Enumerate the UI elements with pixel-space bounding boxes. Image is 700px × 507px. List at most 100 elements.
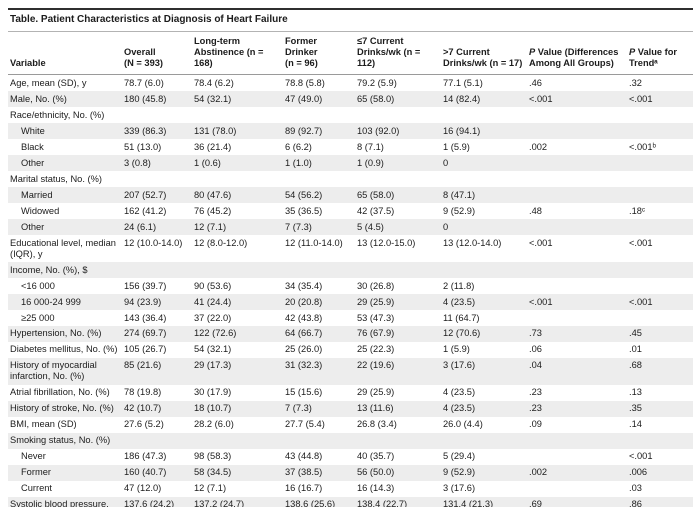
le7-current-drinks-cell: 56 (50.0)	[357, 467, 395, 478]
table-row: Systolic blood pressure, mean (SD), mm H…	[8, 496, 693, 507]
le7-current-drinks-cell: 65 (58.0)	[357, 93, 395, 104]
longterm-abstinence-cell: 137.2 (24.7)	[194, 499, 245, 507]
overall-cell: 160 (40.7)	[124, 467, 167, 478]
overall-cell: 24 (6.1)	[124, 221, 157, 232]
p-value-trend-cell: .13	[629, 387, 642, 398]
p-value-trend-cell: .01	[629, 344, 642, 355]
longterm-abstinence-cell	[192, 171, 283, 187]
p-value-differences-cell	[527, 187, 627, 203]
table-row: Hypertension, No. (%) 274 (69.7) 122 (72.6…	[8, 325, 693, 342]
group-header-row: Income, No. (%), $	[8, 262, 693, 279]
longterm-abstinence-cell: 122 (72.6)	[194, 328, 237, 339]
longterm-abstinence-cell: 18 (10.7)	[194, 403, 232, 414]
p-value-trend-cell: <.001ᵇ	[629, 141, 657, 152]
former-drinker-cell	[283, 171, 355, 187]
p-value-differences-cell: .73	[529, 328, 542, 339]
table-row: Married 207 (52.7) 80 (47.6) 54 (56.2) 65 (5…	[8, 187, 693, 204]
le7-current-drinks-cell: 76 (67.9)	[357, 328, 395, 339]
overall-cell	[122, 171, 192, 187]
row-label: Marital status, No. (%)	[10, 173, 102, 184]
row-label: Married	[21, 189, 53, 200]
gt7-current-drinks-cell	[441, 262, 527, 278]
le7-current-drinks-cell: 40 (35.7)	[357, 451, 395, 462]
p-value-trend-cell: .45	[629, 328, 642, 339]
table-title-label: Table.	[10, 14, 39, 25]
former-drinker-cell: 34 (35.4)	[285, 280, 323, 291]
p-value-differences-cell	[527, 123, 627, 139]
overall-cell	[122, 107, 192, 123]
p-value-differences-cell: .06	[529, 344, 542, 355]
table-row: Former 160 (40.7) 58 (34.5) 37 (38.5) 56 (50…	[8, 464, 693, 481]
overall-cell: 143 (36.4)	[124, 312, 167, 323]
column-header-gt7-current-drinks: >7 Current Drinks/wk (n = 17)	[441, 32, 527, 76]
former-drinker-cell	[283, 433, 355, 449]
p-value-trend-cell: .32	[629, 77, 642, 88]
gt7-current-drinks-cell: 77.1 (5.1)	[443, 77, 483, 88]
p-value-differences-cell	[527, 171, 627, 187]
row-label: Hypertension, No. (%)	[10, 328, 102, 339]
p-value-differences-cell: <.001	[529, 296, 553, 307]
table-row: Atrial fibrillation, No. (%) 78 (19.8) 30 …	[8, 385, 693, 401]
p-value-trend-cell	[627, 433, 693, 449]
table-row: History of myocardial infarction, No. (%…	[8, 357, 693, 385]
le7-current-drinks-cell: 5 (4.5)	[357, 221, 384, 232]
row-label: Income, No. (%), $	[10, 264, 88, 275]
gt7-current-drinks-cell	[441, 433, 527, 449]
row-label: Male, No. (%)	[10, 93, 67, 104]
table-row: Other 3 (0.8) 1 (0.6) 1 (1.0) 1 (0.9) 0	[8, 155, 693, 172]
longterm-abstinence-cell	[192, 433, 283, 449]
table-row: Educational level, median (IQR), y 12 (10…	[8, 235, 693, 262]
longterm-abstinence-cell: 90 (53.6)	[194, 280, 232, 291]
overall-cell: 274 (69.7)	[124, 328, 167, 339]
former-drinker-cell	[283, 107, 355, 123]
longterm-abstinence-cell: 29 (17.3)	[194, 360, 232, 371]
former-drinker-cell: 1 (1.0)	[285, 157, 312, 168]
p-value-trend-cell	[627, 187, 693, 203]
overall-cell: 51 (13.0)	[124, 141, 162, 152]
p-value-trend-cell	[627, 278, 693, 294]
gt7-current-drinks-cell: 4 (23.5)	[443, 403, 476, 414]
gt7-current-drinks-cell: 14 (82.4)	[443, 93, 481, 104]
p-value-differences-cell	[527, 310, 627, 326]
table-row: <16 000 156 (39.7) 90 (53.6) 34 (35.4) 30 (2…	[8, 278, 693, 294]
p-value-differences-cell: .04	[529, 360, 542, 371]
le7-current-drinks-cell: 16 (14.3)	[357, 483, 395, 494]
le7-current-drinks-cell: 1 (0.9)	[357, 157, 384, 168]
former-drinker-cell: 12 (11.0-14.0)	[285, 237, 343, 248]
row-label: Other	[21, 221, 45, 232]
row-label: Widowed	[21, 205, 60, 216]
longterm-abstinence-cell: 36 (21.4)	[194, 141, 232, 152]
le7-current-drinks-cell: 53 (47.3)	[357, 312, 395, 323]
p-value-trend-cell: .14	[629, 419, 642, 430]
p-value-trend-cell	[627, 262, 693, 278]
longterm-abstinence-cell	[192, 262, 283, 278]
p-value-differences-cell: .69	[529, 499, 542, 507]
longterm-abstinence-cell: 30 (17.9)	[194, 387, 232, 398]
overall-cell: 156 (39.7)	[124, 280, 167, 291]
longterm-abstinence-cell: 12 (7.1)	[194, 483, 227, 494]
gt7-current-drinks-cell: 11 (64.7)	[443, 312, 480, 323]
le7-current-drinks-cell: 79.2 (5.9)	[357, 77, 397, 88]
former-drinker-cell: 6 (6.2)	[285, 141, 312, 152]
column-header-le7-current-drinks: ≤7 Current Drinks/wk (n = 112)	[355, 32, 441, 76]
overall-cell: 3 (0.8)	[124, 157, 151, 168]
former-drinker-cell: 7 (7.3)	[285, 403, 312, 414]
gt7-current-drinks-cell: 16 (94.1)	[443, 125, 481, 136]
le7-current-drinks-cell: 13 (11.6)	[357, 403, 394, 414]
p-value-differences-cell	[527, 219, 627, 235]
gt7-current-drinks-cell: 8 (47.1)	[443, 189, 476, 200]
table-title: Table. Patient Characteristics at Diagno…	[8, 8, 693, 32]
p-value-differences-cell: <.001	[529, 93, 553, 104]
longterm-abstinence-cell: 54 (32.1)	[194, 344, 232, 355]
row-label: Age, mean (SD), y	[10, 77, 87, 88]
p-value-differences-cell: .23	[529, 403, 542, 414]
overall-cell: 339 (86.3)	[124, 125, 167, 136]
table-row: Diabetes mellitus, No. (%) 105 (26.7) 54 (…	[8, 342, 693, 358]
table-row: Widowed 162 (41.2) 76 (45.2) 35 (36.5) 42 (3…	[8, 203, 693, 219]
overall-cell: 186 (47.3)	[124, 451, 167, 462]
le7-current-drinks-cell: 8 (7.1)	[357, 141, 384, 152]
former-drinker-cell: 89 (92.7)	[285, 125, 323, 136]
group-header-row: Smoking status, No. (%)	[8, 432, 693, 449]
former-drinker-cell: 31 (32.3)	[285, 360, 323, 371]
gt7-current-drinks-cell: 4 (23.5)	[443, 387, 476, 398]
